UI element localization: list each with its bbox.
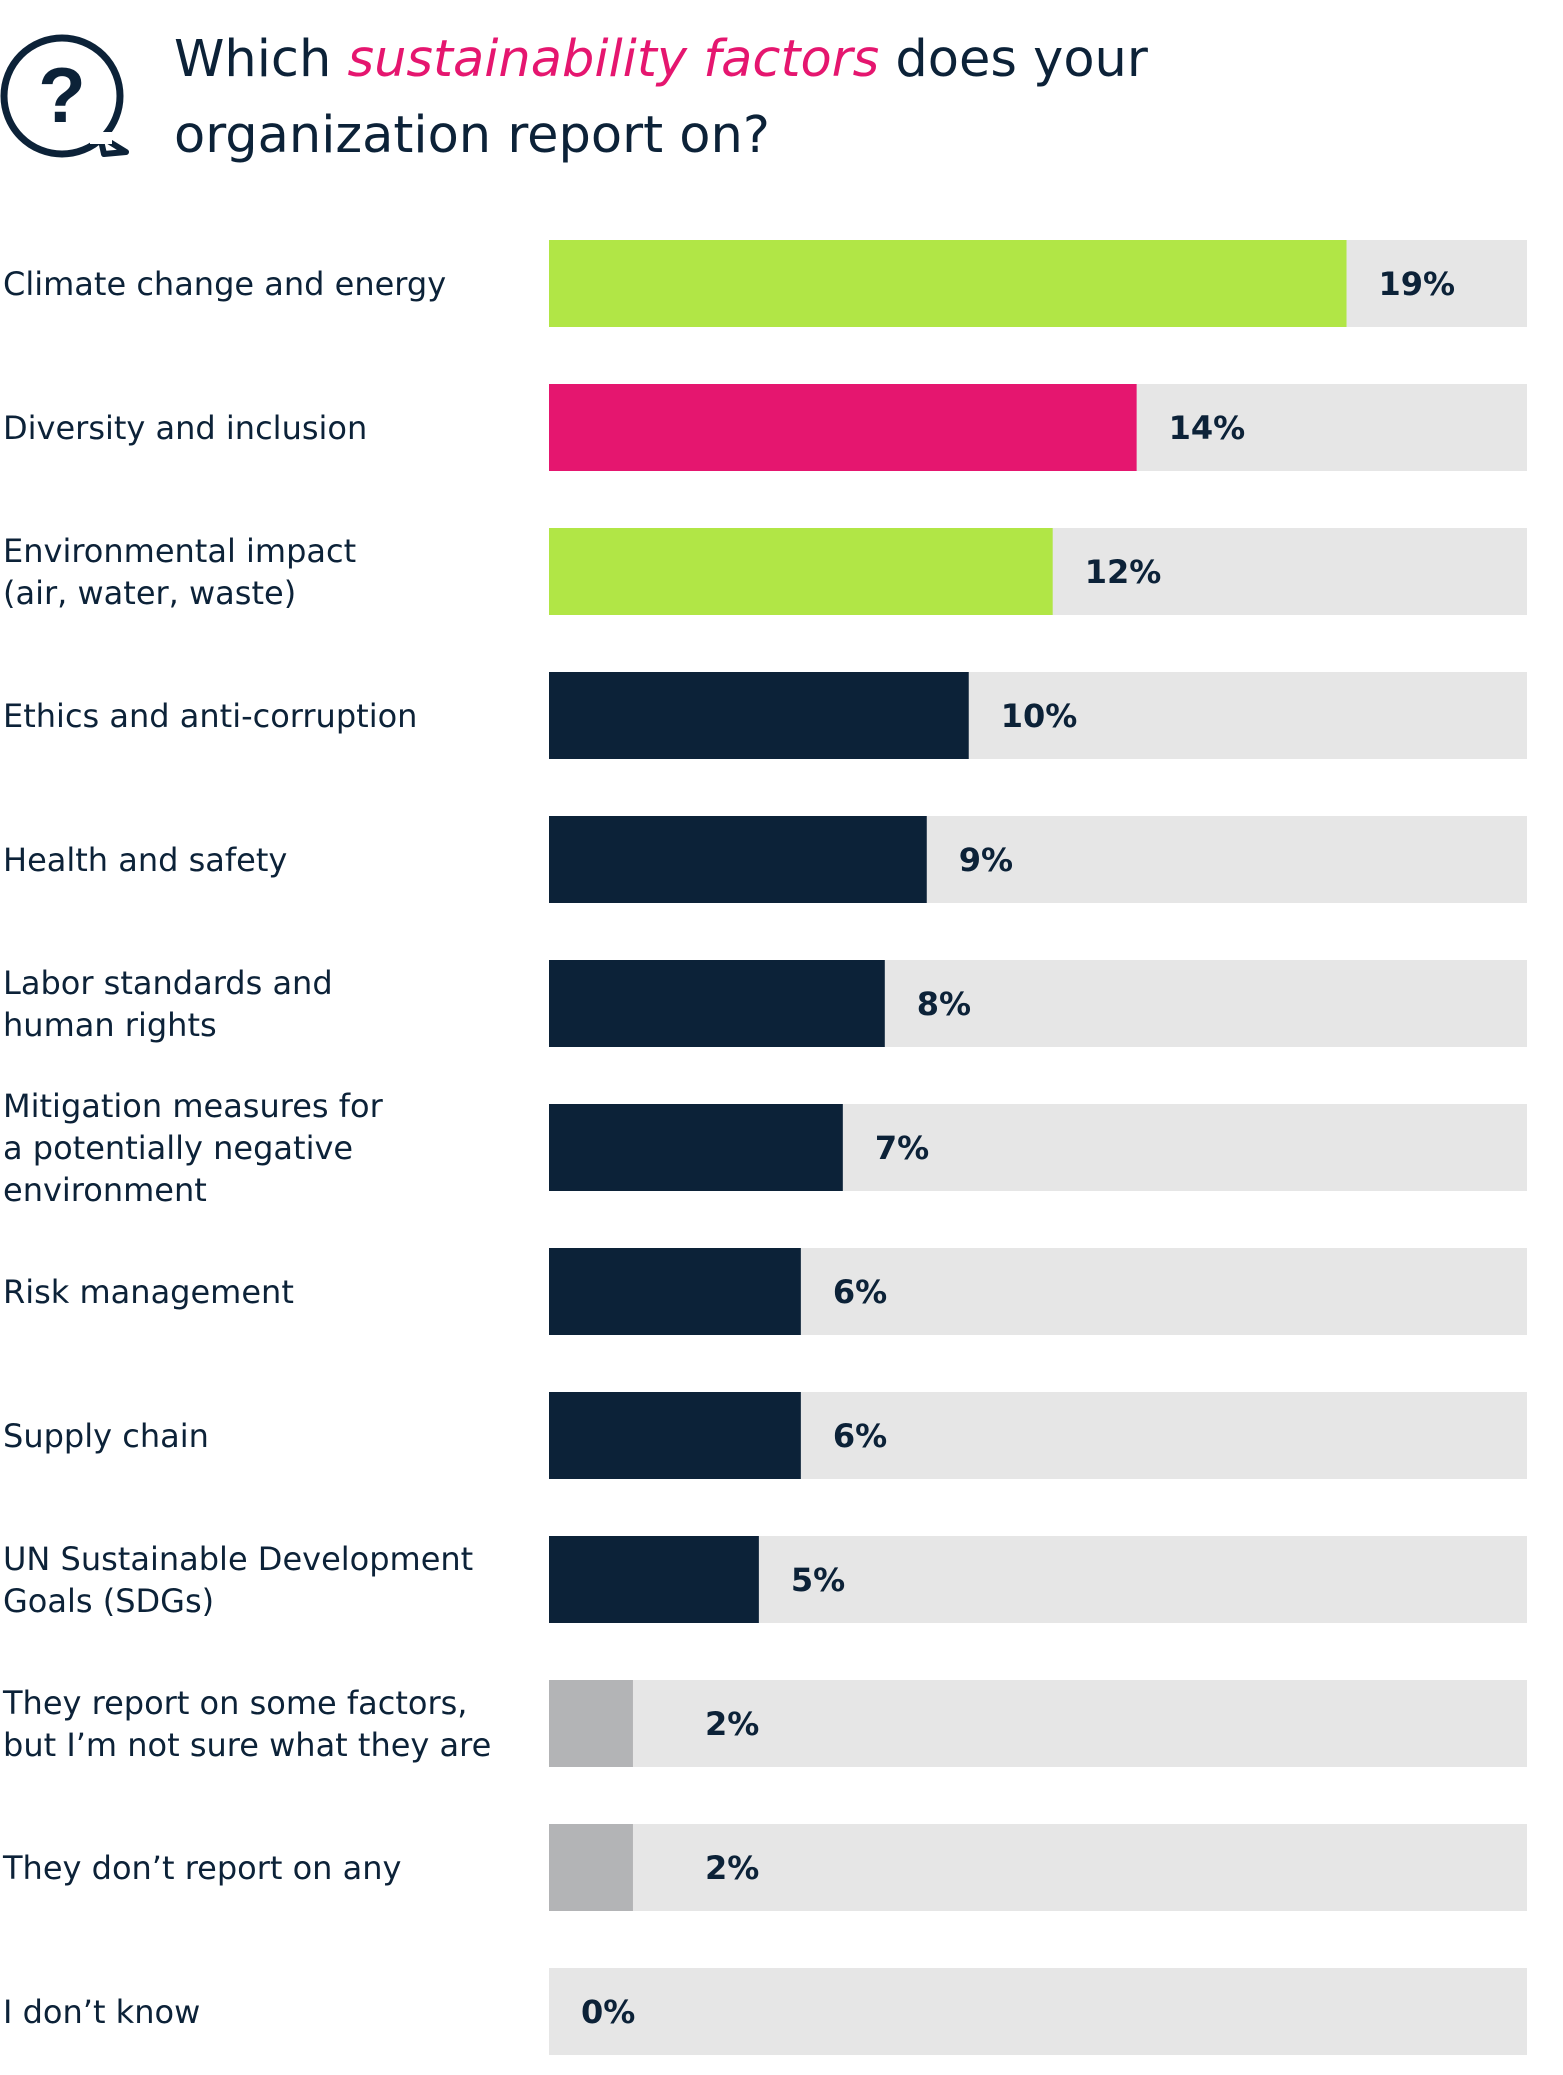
category-label: Diversity and inclusion bbox=[3, 408, 368, 447]
category-label: Mitigation measures for a potentially ne… bbox=[3, 1086, 383, 1209]
bar bbox=[549, 1104, 843, 1191]
bar bbox=[549, 1392, 801, 1479]
bar bbox=[549, 1248, 801, 1335]
bar bbox=[549, 1680, 633, 1767]
category-label: Ethics and anti-corruption bbox=[3, 696, 418, 735]
bar bbox=[549, 528, 1053, 615]
bar bbox=[549, 672, 969, 759]
value-label: 8% bbox=[916, 984, 972, 1023]
value-label: 6% bbox=[832, 1272, 888, 1311]
page-title: Which sustainability factors does your o… bbox=[174, 22, 1474, 174]
bar-track bbox=[549, 1680, 1527, 1767]
bar-track bbox=[549, 1824, 1527, 1911]
value-label: 0% bbox=[581, 1992, 636, 2031]
category-label: They don’t report on any bbox=[3, 1848, 402, 1887]
bar bbox=[549, 816, 927, 903]
value-label: 12% bbox=[1084, 552, 1162, 591]
category-label: Supply chain bbox=[3, 1416, 209, 1455]
category-label: They report on some factors, but I’m not… bbox=[3, 1683, 492, 1764]
category-label: Environmental impact (air, water, waste) bbox=[3, 531, 357, 612]
value-label: 19% bbox=[1378, 264, 1456, 303]
value-label: 5% bbox=[790, 1560, 846, 1599]
value-label: 14% bbox=[1168, 408, 1246, 447]
value-label: 9% bbox=[958, 840, 1014, 879]
value-label: 2% bbox=[705, 1848, 760, 1887]
question-speech-bubble-icon: ? bbox=[0, 34, 129, 158]
title-highlight: sustainability factors bbox=[347, 30, 880, 89]
category-label: Labor standards and human rights bbox=[3, 963, 333, 1044]
category-label: Risk management bbox=[3, 1272, 294, 1311]
category-label: UN Sustainable Development Goals (SDGs) bbox=[3, 1539, 474, 1620]
bar bbox=[549, 240, 1347, 327]
category-label: Climate change and energy bbox=[3, 264, 447, 303]
value-label: 2% bbox=[705, 1704, 760, 1743]
bar bbox=[549, 960, 885, 1047]
title-part1: Which bbox=[174, 30, 348, 89]
bar bbox=[549, 1536, 759, 1623]
value-label: 10% bbox=[1000, 696, 1078, 735]
bar-track bbox=[549, 1968, 1527, 2055]
value-label: 6% bbox=[832, 1416, 888, 1455]
title-part2: does your organization report on? bbox=[174, 30, 1148, 165]
value-label: 7% bbox=[874, 1128, 930, 1167]
category-label: Health and safety bbox=[3, 840, 288, 879]
category-label: I don’t know bbox=[3, 1992, 201, 2031]
svg-text:?: ? bbox=[38, 51, 86, 139]
bar bbox=[549, 1824, 633, 1911]
bar bbox=[549, 384, 1137, 471]
